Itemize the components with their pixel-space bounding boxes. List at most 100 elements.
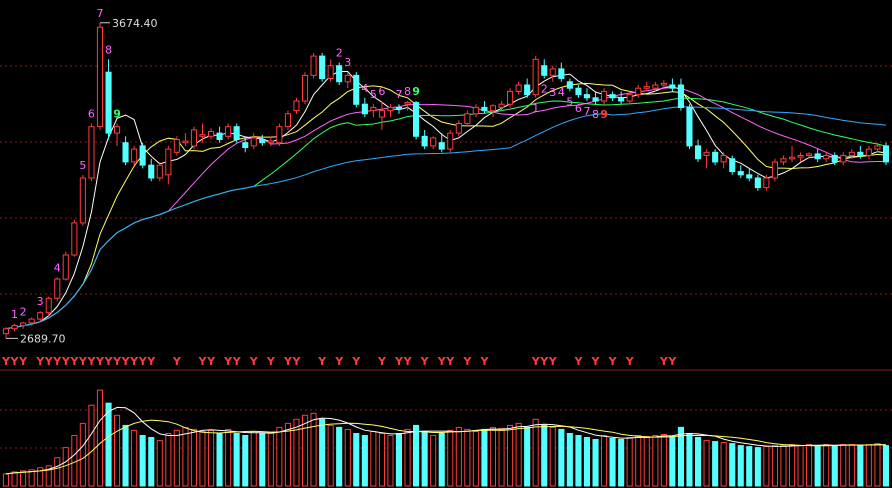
volume-bar-down <box>746 446 753 487</box>
counter-label: 4 <box>361 82 368 95</box>
candle-up <box>276 126 283 144</box>
volume-bar-down <box>737 445 744 487</box>
volume-bar-up <box>507 424 514 487</box>
volume-bar-up <box>378 433 385 487</box>
volume-bar-down <box>438 433 445 487</box>
counter-label: 7 <box>583 105 590 118</box>
candle-down <box>566 81 573 89</box>
counter-label: 6 <box>575 102 582 115</box>
candle-down <box>575 87 582 96</box>
volume-bar-down <box>139 435 146 487</box>
volume-bar-up <box>96 389 104 487</box>
volume-bars <box>2 389 890 487</box>
volume-bar-up <box>79 422 86 487</box>
candle-up <box>489 105 496 112</box>
counter-label: 1 <box>11 308 18 321</box>
volume-ma5-line <box>5 406 887 475</box>
volume-bar-up <box>37 467 44 487</box>
candle-up <box>780 158 787 163</box>
signal-mark: Y <box>625 355 635 368</box>
signal-mark: Y <box>69 355 79 368</box>
volume-bar-up <box>771 445 779 487</box>
volume-bar-up <box>660 434 667 487</box>
counter-label: 1 <box>532 102 539 115</box>
signal-mark: Y <box>223 355 233 368</box>
volume-bar-down <box>105 402 112 487</box>
signal-mark: Y <box>138 355 148 368</box>
volume-bar-down <box>618 439 625 487</box>
candle-up <box>302 74 309 102</box>
volume-bar-up <box>71 435 78 487</box>
candle-up <box>173 139 180 153</box>
signal-mark: Y <box>86 355 96 368</box>
signal-mark: Y <box>539 355 549 368</box>
candles <box>2 22 890 339</box>
candle-down <box>618 97 625 102</box>
candle-down <box>259 139 266 144</box>
volume-bar-up <box>131 429 138 487</box>
candle-up <box>54 278 61 299</box>
price-labels: 3674.40 2689.70 <box>6 17 158 345</box>
counter-label: 3 <box>37 295 44 308</box>
signal-mark: Y <box>608 355 618 368</box>
signal-mark: Y <box>462 355 472 368</box>
candle-up <box>455 123 462 134</box>
candle-up <box>601 90 608 102</box>
candle-up <box>823 155 830 160</box>
signal-mark: Y <box>52 355 62 368</box>
volume-bar-up <box>874 443 881 487</box>
volume-bar-up <box>199 431 206 487</box>
volume-bar-up <box>62 447 69 487</box>
grid-lines <box>0 65 892 449</box>
signal-mark: Y <box>659 355 669 368</box>
volume-bar-up <box>28 469 35 487</box>
volume-bar-down <box>558 428 565 487</box>
ma20-line <box>5 86 886 330</box>
candle-up <box>344 74 351 83</box>
candle-up <box>114 126 121 134</box>
candle-up <box>498 103 505 108</box>
candle-down <box>148 164 155 179</box>
candle-up <box>62 254 69 280</box>
signal-mark: Y <box>334 355 344 368</box>
candle-down <box>122 142 129 163</box>
ma60-line <box>5 106 887 330</box>
volume-bar-up <box>250 431 257 487</box>
candle-up <box>472 106 479 115</box>
volume-bar-up <box>276 426 283 487</box>
signal-mark: Y <box>394 355 404 368</box>
volume-bar-up <box>404 428 411 487</box>
high-price-label: 3674.40 <box>112 17 158 30</box>
low-price-label: 2689.70 <box>20 332 66 345</box>
volume-bar-up <box>635 435 642 487</box>
candle-up <box>20 322 27 327</box>
candle-down <box>583 94 591 99</box>
candle-down <box>831 155 838 163</box>
volume-bar-down <box>575 435 582 487</box>
candle-up <box>327 65 334 79</box>
candle-up <box>267 140 274 144</box>
signal-mark: Y <box>249 355 259 368</box>
volume-bar-up <box>780 445 787 487</box>
volume-bar-down <box>319 418 326 487</box>
candle-up <box>182 140 189 144</box>
signal-mark: Y <box>292 355 302 368</box>
ma10-line <box>5 82 887 330</box>
signal-mark: Y <box>266 355 276 368</box>
counter-label: 2 <box>541 83 548 96</box>
candle-up <box>430 137 437 147</box>
signal-mark: Y <box>283 355 293 368</box>
volume-bar-up <box>797 445 804 487</box>
signal-mark: Y <box>531 355 541 368</box>
candle-down <box>361 103 368 115</box>
volume-bar-down <box>541 424 548 487</box>
volume-bar-down <box>677 426 685 487</box>
candle-up <box>250 137 257 147</box>
counter-label: 3 <box>344 56 351 69</box>
volume-bar-down <box>592 439 599 487</box>
candle-up <box>797 155 804 158</box>
volume-bar-down <box>233 433 240 487</box>
volume-bar-up <box>2 473 9 487</box>
